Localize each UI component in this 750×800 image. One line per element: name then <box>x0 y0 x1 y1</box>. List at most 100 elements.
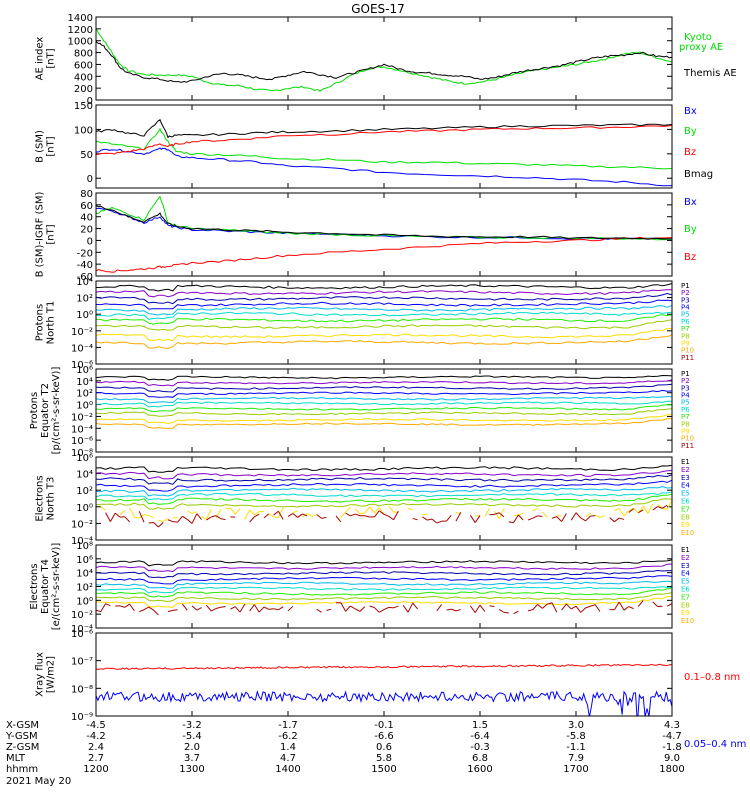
channel-segment <box>518 514 524 521</box>
channel-segment <box>321 516 327 519</box>
y-axis-label: [W/m2] <box>46 656 57 693</box>
channel-segment <box>369 506 375 514</box>
y-tick-label: 10⁻⁷ <box>71 657 93 668</box>
channel-line <box>96 283 672 292</box>
x-row-value: 1500 <box>371 764 396 775</box>
x-row-value: 1.4 <box>280 742 296 753</box>
y-tick-label: 80 <box>80 189 93 200</box>
channel-segment <box>378 507 385 515</box>
channel-segment <box>570 512 577 521</box>
x-row-value: 4.3 <box>664 720 680 731</box>
channel-segment <box>666 603 672 607</box>
channel-line <box>96 592 672 603</box>
channel-segment <box>249 509 255 516</box>
y-tick-label: 10⁶ <box>76 365 93 376</box>
channel-segment <box>662 504 668 509</box>
legend-label: By <box>684 126 697 137</box>
channel-segment <box>393 510 399 521</box>
channel-segment <box>527 517 533 521</box>
channel-segment <box>623 510 630 517</box>
channel-line <box>96 464 672 473</box>
series-line-themis ae <box>96 40 672 83</box>
series-line-total <box>96 205 672 240</box>
channel-line <box>96 319 672 331</box>
channel-segment <box>230 606 236 610</box>
channel-segment <box>402 605 409 613</box>
channel-segment <box>585 512 591 518</box>
x-row-value: -3.2 <box>182 720 202 731</box>
channel-segment <box>474 604 481 613</box>
channel-line <box>96 595 672 608</box>
channel-segment <box>350 513 356 517</box>
y-tick-label: 10⁻² <box>71 412 93 423</box>
y-tick-label: 10⁴ <box>76 569 93 580</box>
channel-label: P6 <box>681 318 690 326</box>
channel-segment <box>628 508 634 513</box>
channel-line <box>96 414 672 425</box>
channel-segment <box>494 512 500 515</box>
y-tick-label: 10⁰ <box>76 503 93 514</box>
channel-segment <box>138 511 145 523</box>
y-axis-label: [nT] <box>46 48 57 68</box>
panel-frame <box>95 544 673 629</box>
y-tick-label: 10⁴ <box>76 277 93 288</box>
channel-line <box>96 311 672 320</box>
y-tick-label: 10⁻² <box>71 327 93 338</box>
x-row-label: hhmm <box>6 764 38 775</box>
y-tick-label: 60 <box>80 201 93 212</box>
channel-segment <box>225 507 231 510</box>
channel-label: P7 <box>681 325 690 333</box>
channel-segment <box>215 515 222 520</box>
channel-line <box>96 559 672 567</box>
y-tick-label: 10⁻⁸ <box>71 684 93 695</box>
channel-segment <box>412 602 418 610</box>
legend-label: 0.05–0.4 nm <box>684 739 746 750</box>
channel-segment <box>345 512 351 517</box>
y-tick-label: 40 <box>80 213 93 224</box>
channel-segment <box>167 519 173 523</box>
channel-line <box>96 580 672 589</box>
channel-label: E8 <box>681 601 690 609</box>
channel-segment <box>388 515 394 521</box>
channel-line <box>96 569 672 579</box>
channel-line <box>96 498 672 510</box>
channel-segment <box>311 514 317 517</box>
channel-segment <box>374 507 380 514</box>
channel-segment <box>580 517 586 522</box>
x-row-value: -6.2 <box>278 731 298 742</box>
chart-title: GOES-17 <box>351 2 405 16</box>
channel-label: P5 <box>681 311 690 319</box>
channel-line <box>96 379 672 387</box>
channel-segment <box>532 515 538 519</box>
channel-line <box>96 389 672 398</box>
x-row-value: -1.8 <box>662 742 682 753</box>
y-tick-label: 0 <box>87 236 93 247</box>
y-tick-label: 600 <box>74 60 93 71</box>
channel-segment <box>374 510 380 518</box>
channel-segment <box>594 604 601 612</box>
plot-area <box>96 28 672 92</box>
channel-segment <box>350 605 356 610</box>
channel-segment <box>647 503 654 514</box>
channel-label: P4 <box>681 392 690 400</box>
channel-segment <box>210 608 217 612</box>
channel-segment <box>503 611 509 614</box>
channel-segment <box>230 507 236 515</box>
channel-line <box>96 396 672 404</box>
panel-frame <box>95 456 673 541</box>
channel-segment <box>638 600 644 607</box>
channel-segment <box>518 512 524 516</box>
channel-segment <box>191 513 198 524</box>
x-row-value: 7.9 <box>568 753 584 764</box>
channel-line <box>96 470 672 480</box>
channel-segment <box>206 516 212 521</box>
y-axis-label: North T1 <box>46 301 57 345</box>
x-row-value: -0.1 <box>374 720 394 731</box>
y-tick-label: 10⁶ <box>76 555 93 566</box>
y-tick-label: 1000 <box>68 37 93 48</box>
channel-segment <box>158 519 164 523</box>
x-row-value: -0.3 <box>470 742 490 753</box>
channel-segment <box>551 516 557 519</box>
y-tick-label: 0 <box>87 174 93 185</box>
